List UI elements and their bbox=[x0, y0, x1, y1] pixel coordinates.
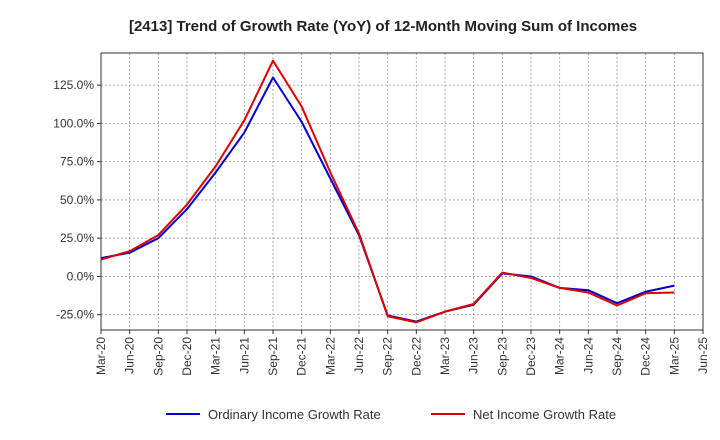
x-tick-label: Jun-25 bbox=[696, 337, 710, 374]
legend: Ordinary Income Growth Rate Net Income Gr… bbox=[166, 407, 616, 422]
legend-label-1: Net Income Growth Rate bbox=[473, 407, 616, 422]
plot-border bbox=[100, 52, 704, 331]
x-tick-label: Dec-22 bbox=[409, 337, 423, 376]
x-tick-label: Jun-21 bbox=[237, 337, 251, 374]
x-tick-label: Sep-22 bbox=[381, 337, 395, 376]
y-tick-label: -25.0% bbox=[56, 308, 94, 322]
x-tick-label: Mar-21 bbox=[209, 337, 223, 375]
x-tick-label: Dec-24 bbox=[639, 337, 653, 376]
x-axis: Mar-20 Jun-20 Sep-20 Dec-20 Mar-21 Jun-21 Sep-… bbox=[94, 330, 710, 376]
x-tick-label: Mar-22 bbox=[323, 337, 337, 375]
x-tick-label: Jun-20 bbox=[123, 337, 137, 374]
x-tick-label: Mar-20 bbox=[94, 337, 108, 375]
plot-area bbox=[101, 53, 703, 330]
x-tick-label: Mar-23 bbox=[438, 337, 452, 375]
y-tick-label: 0.0% bbox=[67, 269, 95, 283]
x-tick-label: Sep-23 bbox=[495, 337, 509, 376]
x-tick-label: Sep-24 bbox=[610, 337, 624, 376]
y-axis: -25.0% 0.0% 25.0% 50.0% 75.0% 100.0% 125.0% bbox=[53, 78, 101, 322]
chart-title: [2413] Trend of Growth Rate (YoY) of 12-… bbox=[129, 18, 637, 35]
x-tick-label: Dec-20 bbox=[180, 337, 194, 376]
y-tick-label: 50.0% bbox=[60, 193, 94, 207]
legend-label-0: Ordinary Income Growth Rate bbox=[208, 407, 381, 422]
y-tick-label: 125.0% bbox=[53, 78, 94, 92]
x-tick-label: Jun-23 bbox=[467, 337, 481, 374]
y-tick-label: 75.0% bbox=[60, 155, 94, 169]
series-lines bbox=[100, 59, 675, 324]
y-tick-label: 25.0% bbox=[60, 231, 94, 245]
grid-lines bbox=[100, 53, 704, 330]
x-tick-label: Sep-20 bbox=[151, 337, 165, 376]
x-tick-label: Mar-25 bbox=[667, 337, 681, 375]
x-tick-label: Jun-22 bbox=[352, 337, 366, 374]
x-tick-label: Mar-24 bbox=[553, 337, 567, 375]
x-tick-label: Dec-21 bbox=[295, 337, 309, 376]
series-line-1 bbox=[100, 59, 675, 324]
x-tick-label: Jun-24 bbox=[581, 337, 595, 374]
y-tick-label: 100.0% bbox=[53, 116, 94, 130]
x-tick-label: Sep-21 bbox=[266, 337, 280, 376]
x-tick-label: Dec-23 bbox=[524, 337, 538, 376]
